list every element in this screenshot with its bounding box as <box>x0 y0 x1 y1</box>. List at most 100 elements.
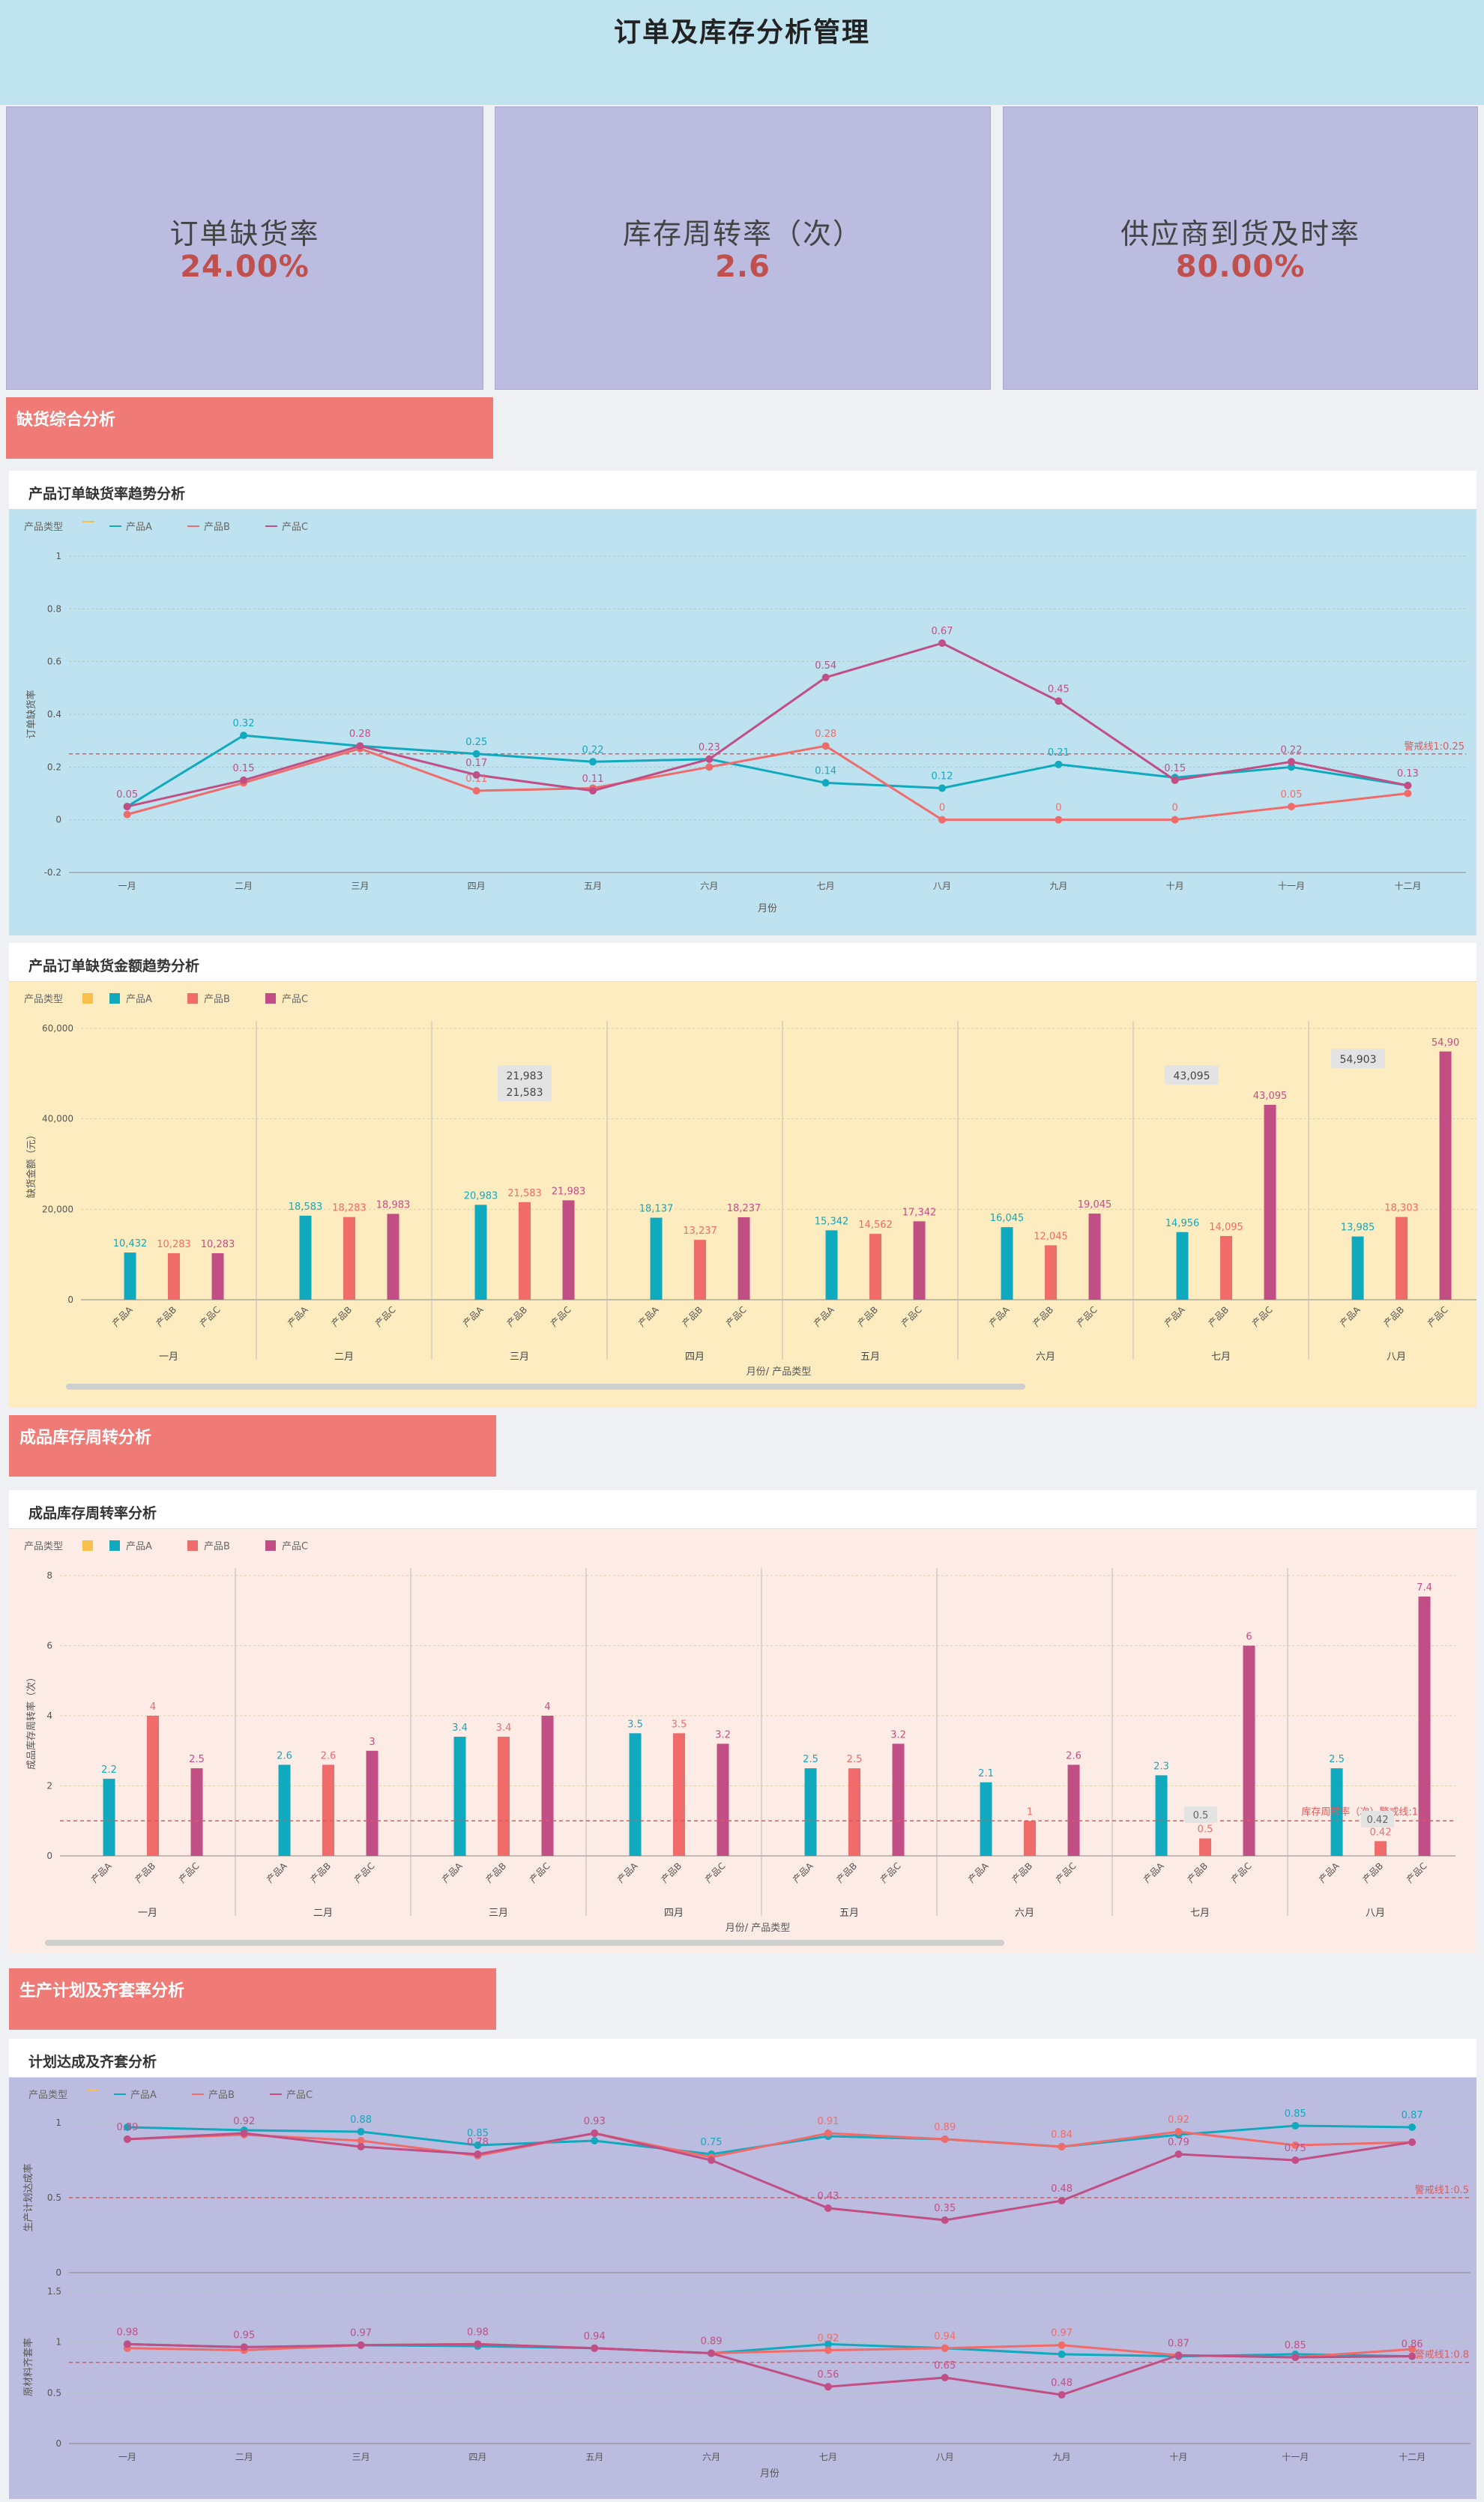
data-point[interactable] <box>591 2137 599 2144</box>
bar-a[interactable] <box>629 1733 642 1856</box>
data-point[interactable] <box>1404 781 1412 789</box>
data-point[interactable] <box>591 2129 599 2137</box>
data-point[interactable] <box>1171 776 1179 784</box>
data-point[interactable] <box>824 2204 832 2212</box>
data-point[interactable] <box>821 742 830 750</box>
bar-a[interactable] <box>650 1217 663 1300</box>
data-point[interactable] <box>1408 2123 1417 2131</box>
bar-a[interactable] <box>103 1779 115 1856</box>
bar-c[interactable] <box>541 1716 554 1856</box>
data-point[interactable] <box>1058 2143 1066 2150</box>
bar-c[interactable] <box>562 1200 575 1300</box>
bar-a[interactable] <box>1351 1236 1364 1300</box>
bar-b[interactable] <box>1045 1245 1058 1300</box>
data-point[interactable] <box>938 784 946 792</box>
bar-c[interactable] <box>738 1217 750 1300</box>
bar-a[interactable] <box>124 1252 136 1300</box>
data-point[interactable] <box>474 2141 482 2149</box>
legend-swatch[interactable] <box>82 521 94 522</box>
data-point[interactable] <box>1288 758 1295 766</box>
data-point[interactable] <box>357 2143 365 2150</box>
data-point[interactable] <box>589 786 597 795</box>
bar-b[interactable] <box>694 1240 707 1300</box>
legend-swatch[interactable] <box>187 1540 198 1551</box>
bar-b[interactable] <box>168 1252 181 1300</box>
bar-b[interactable] <box>1375 1841 1387 1856</box>
bar-c[interactable] <box>190 1768 203 1856</box>
series-line-c[interactable] <box>127 2132 1413 2222</box>
legend-label[interactable]: 产品B <box>204 994 230 1005</box>
legend-swatch[interactable] <box>82 1540 93 1551</box>
data-point[interactable] <box>474 2340 482 2348</box>
bar-a[interactable] <box>980 1782 992 1856</box>
data-point[interactable] <box>1408 2352 1417 2360</box>
bar-a[interactable] <box>1001 1227 1013 1300</box>
horizontal-scrollbar[interactable] <box>45 1940 1004 1946</box>
legend-swatch[interactable] <box>270 2093 282 2095</box>
legend-label[interactable]: 产品C <box>286 2090 313 2101</box>
data-point[interactable] <box>1058 2391 1066 2399</box>
data-point[interactable] <box>356 742 364 750</box>
legend-label[interactable]: 产品B <box>204 1541 230 1552</box>
data-point[interactable] <box>824 2383 832 2391</box>
data-point[interactable] <box>240 2129 248 2137</box>
bar-a[interactable] <box>825 1230 838 1300</box>
series-line-b[interactable] <box>127 744 1408 822</box>
data-point[interactable] <box>357 2137 365 2144</box>
data-point[interactable] <box>472 750 480 758</box>
bar-c[interactable] <box>1067 1764 1080 1856</box>
data-point[interactable] <box>1404 789 1412 798</box>
bar-b[interactable] <box>869 1234 882 1300</box>
bar-b[interactable] <box>147 1716 160 1856</box>
data-point[interactable] <box>1288 803 1295 811</box>
data-point[interactable] <box>1291 2122 1300 2129</box>
data-point[interactable] <box>357 2128 365 2135</box>
bar-b[interactable] <box>322 1764 335 1856</box>
data-point[interactable] <box>1058 2350 1066 2358</box>
data-point[interactable] <box>941 2135 949 2143</box>
data-point[interactable] <box>1055 816 1063 824</box>
series-line-a[interactable] <box>126 734 1408 808</box>
legend-label[interactable]: 产品B <box>208 2090 235 2101</box>
bar-b[interactable] <box>1199 1838 1212 1856</box>
data-point[interactable] <box>240 776 247 784</box>
bar-c[interactable] <box>1439 1051 1452 1300</box>
data-point[interactable] <box>589 758 597 766</box>
data-point[interactable] <box>240 2343 248 2351</box>
data-point[interactable] <box>474 2150 482 2158</box>
data-point[interactable] <box>123 2135 131 2143</box>
legend-label[interactable]: 产品A <box>126 1541 152 1552</box>
bar-a[interactable] <box>299 1215 312 1300</box>
data-point[interactable] <box>1408 2345 1417 2354</box>
series-line-b[interactable] <box>127 2130 1413 2159</box>
data-point[interactable] <box>123 803 131 811</box>
series-line-c[interactable] <box>127 2342 1413 2396</box>
legend-label[interactable]: 产品A <box>126 522 152 533</box>
bar-c[interactable] <box>892 1743 905 1856</box>
legend-swatch[interactable] <box>187 525 199 527</box>
legend-label[interactable]: 产品C <box>282 1541 308 1552</box>
bar-c[interactable] <box>366 1750 378 1856</box>
legend-swatch[interactable] <box>109 993 120 1004</box>
bar-c[interactable] <box>1088 1214 1101 1300</box>
bar-c[interactable] <box>387 1214 399 1300</box>
data-point[interactable] <box>1408 2138 1417 2146</box>
data-point[interactable] <box>1291 2141 1300 2149</box>
bar-a[interactable] <box>278 1764 291 1856</box>
bar-a[interactable] <box>804 1768 817 1856</box>
legend-label[interactable]: 产品C <box>282 994 308 1005</box>
data-point[interactable] <box>821 779 830 787</box>
bar-b[interactable] <box>848 1768 861 1856</box>
bar-b[interactable] <box>673 1733 686 1856</box>
legend-swatch[interactable] <box>265 1540 276 1551</box>
legend-swatch[interactable] <box>87 2089 99 2090</box>
legend-label[interactable]: 产品A <box>126 994 152 1005</box>
data-point[interactable] <box>357 2341 365 2349</box>
legend-swatch[interactable] <box>192 2093 204 2095</box>
bar-c[interactable] <box>717 1743 729 1856</box>
data-point[interactable] <box>240 732 247 740</box>
data-point[interactable] <box>941 2216 949 2224</box>
bar-b[interactable] <box>498 1737 510 1856</box>
data-point[interactable] <box>705 763 714 771</box>
bar-a[interactable] <box>1176 1232 1189 1300</box>
